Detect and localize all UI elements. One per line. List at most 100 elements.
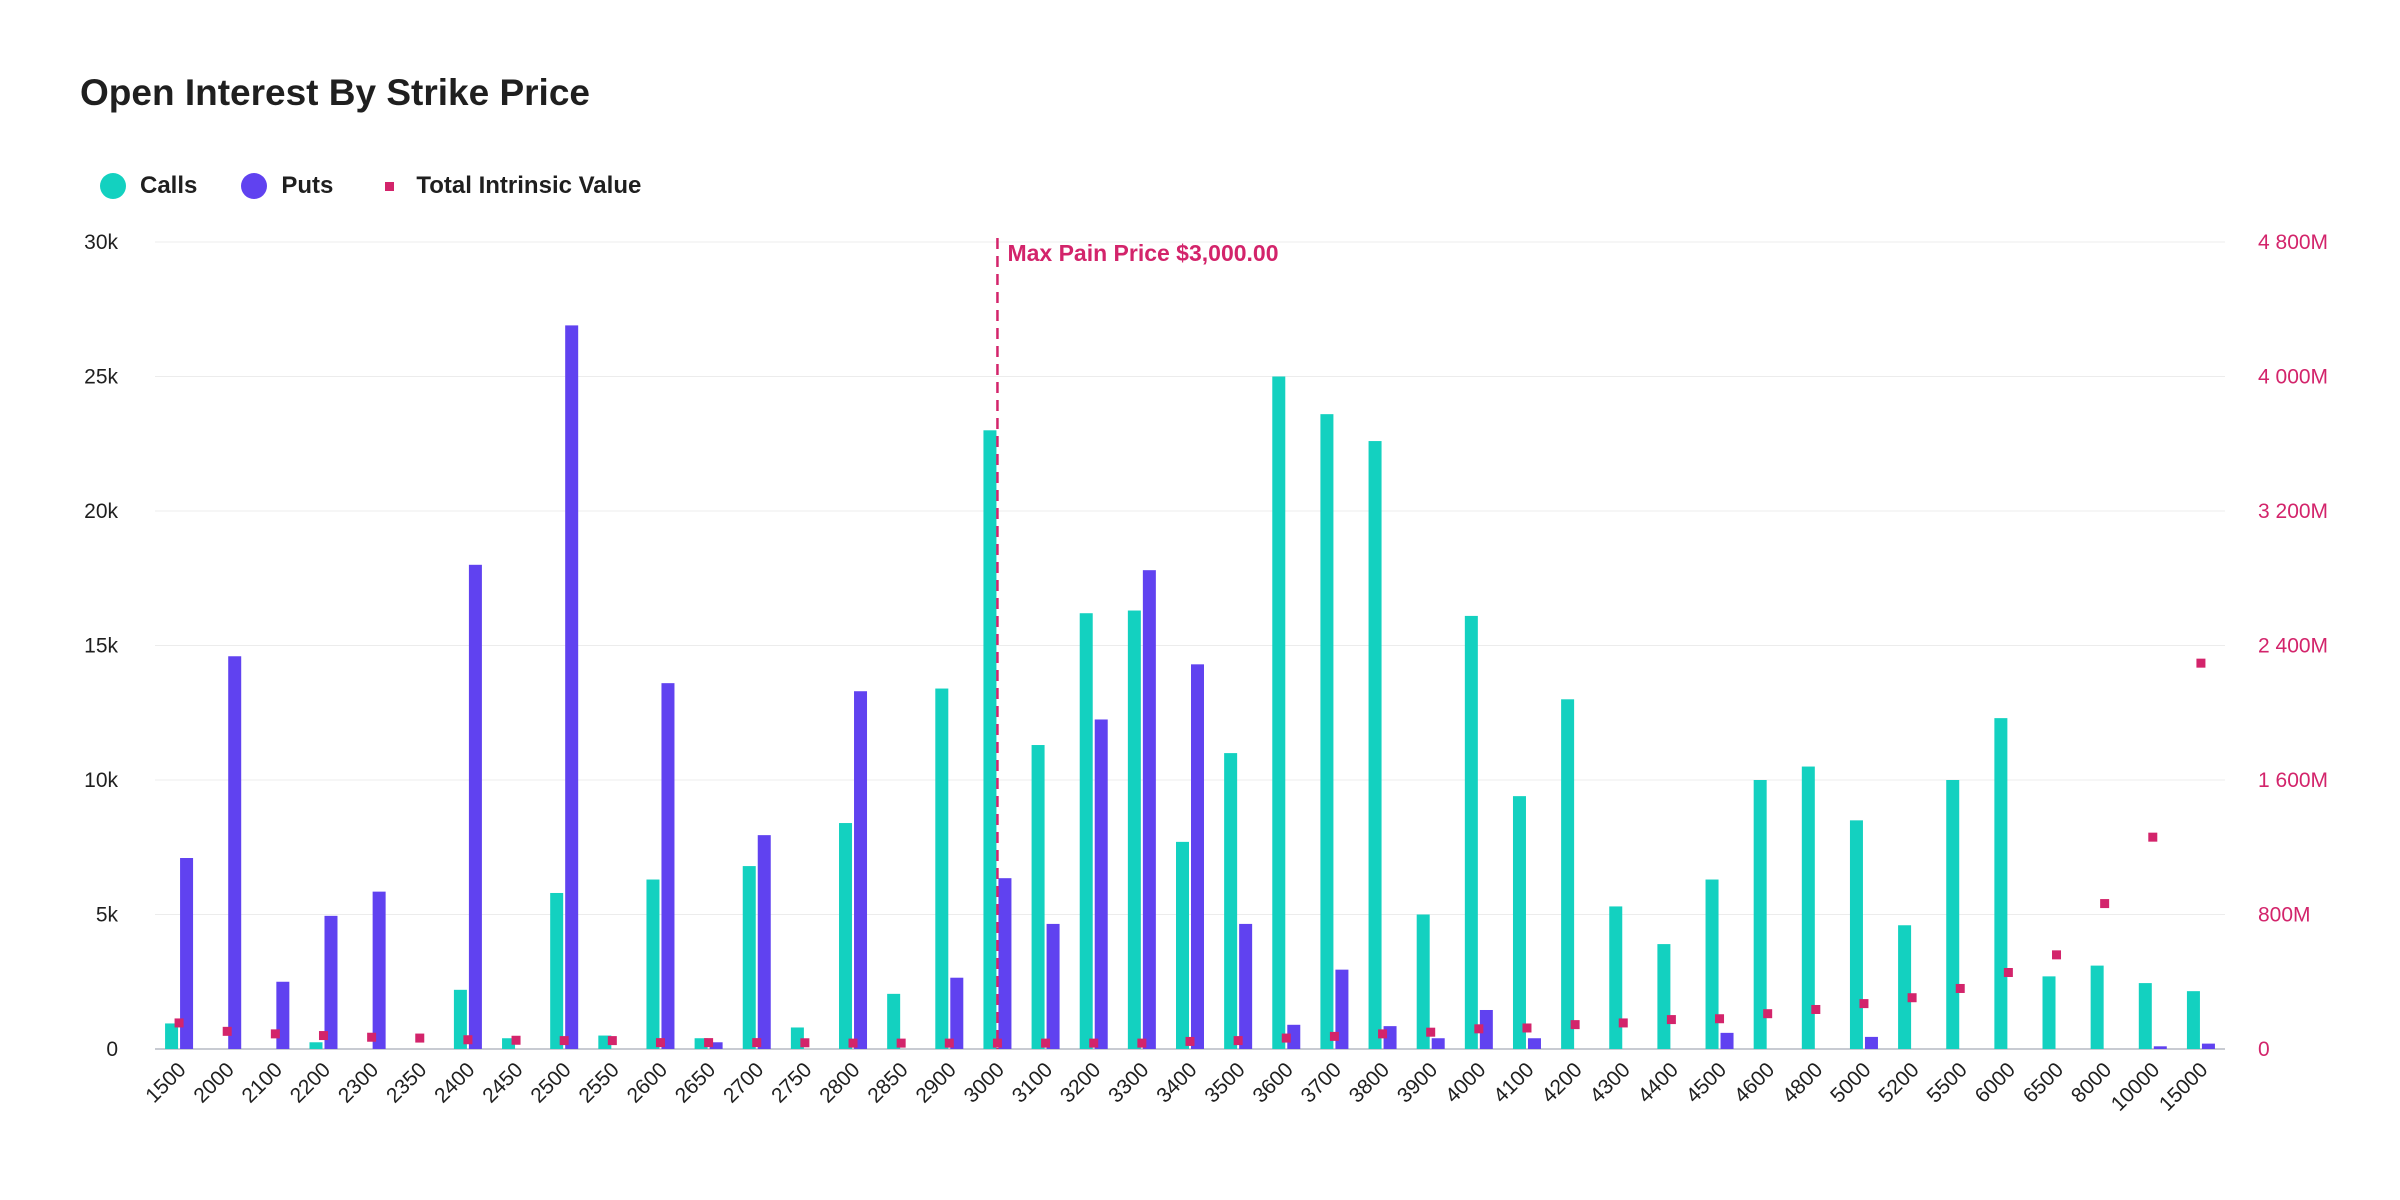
x-tick-label: 2000 [189, 1058, 238, 1107]
y-right-tick-label: 2 400M [2258, 635, 2328, 658]
puts-bar [1479, 1009, 1493, 1049]
puts-bar [180, 858, 194, 1049]
y-left-tick-label: 20k [84, 500, 118, 523]
legend-item-intrinsic[interactable]: Total Intrinsic Value [377, 172, 641, 200]
x-tick-label: 1500 [141, 1058, 190, 1107]
puts-swatch-icon [241, 173, 268, 199]
x-tick-label: 2300 [334, 1058, 383, 1107]
x-tick-label: 3000 [960, 1058, 1009, 1107]
legend-item-puts[interactable]: Puts [241, 172, 333, 200]
x-tick-label: 2450 [478, 1058, 527, 1107]
calls-bar [694, 1038, 708, 1049]
x-tick-label: 4600 [1730, 1058, 1779, 1107]
legend: Calls Puts Total Intrinsic Value [100, 172, 685, 200]
x-tick-label: 2550 [575, 1058, 624, 1107]
x-tick-label: 2500 [526, 1058, 575, 1107]
intrinsic-value-point [1233, 1036, 1243, 1046]
intrinsic-value-point [318, 1031, 328, 1041]
y-right-tick-label: 800M [2258, 904, 2311, 927]
x-tick-label: 2100 [238, 1058, 287, 1107]
legend-label-intrinsic: Total Intrinsic Value [416, 172, 642, 199]
calls-bar [2186, 991, 2200, 1049]
calls-bar [1705, 879, 1719, 1049]
x-tick-label: 4500 [1682, 1058, 1731, 1107]
y-right-tick-label: 4 800M [2258, 231, 2328, 254]
intrinsic-value-point [1522, 1023, 1532, 1033]
puts-bar [2153, 1046, 2167, 1049]
puts-bar [1335, 969, 1349, 1049]
calls-bar [1994, 718, 2008, 1049]
calls-bar [1368, 441, 1382, 1049]
puts-bar [1191, 664, 1204, 1049]
intrinsic-value-point [992, 1038, 1002, 1048]
intrinsic-value-point [1955, 983, 1965, 993]
max-pain-label: Max Pain Price $3,000.00 [1007, 240, 1278, 266]
calls-bar [839, 823, 853, 1049]
intrinsic-value-point [1185, 1036, 1195, 1046]
intrinsic-value-point [222, 1026, 232, 1036]
x-tick-label: 3200 [1056, 1058, 1105, 1107]
legend-item-calls[interactable]: Calls [100, 172, 197, 200]
calls-bar [1320, 414, 1334, 1049]
calls-swatch-icon [100, 173, 126, 199]
puts-bar [1720, 1032, 1734, 1049]
calls-bar [2042, 976, 2056, 1049]
intrinsic-value-point [2100, 899, 2110, 909]
puts-bar [757, 835, 771, 1049]
intrinsic-value-point [367, 1032, 377, 1042]
intrinsic-value-point [463, 1035, 473, 1045]
legend-label-puts: Puts [281, 172, 334, 199]
puts-bar [1046, 923, 1060, 1049]
intrinsic-value-point [1378, 1029, 1388, 1039]
intrinsic-value-point [655, 1038, 665, 1048]
calls-bar [1561, 699, 1575, 1049]
intrinsic-swatch-icon [385, 181, 395, 191]
puts-bar [276, 981, 290, 1049]
puts-bar [1527, 1038, 1541, 1049]
x-tick-label: 2200 [286, 1058, 335, 1107]
puts-bar [661, 683, 675, 1049]
x-tick-label: 4800 [1778, 1058, 1827, 1107]
puts-bar [1094, 719, 1108, 1049]
intrinsic-value-point [2148, 832, 2158, 842]
calls-bar [1946, 780, 1960, 1049]
x-tick-label: 2850 [863, 1058, 912, 1107]
y-left-tick-label: 25k [84, 366, 118, 389]
intrinsic-value-point [174, 1018, 184, 1028]
intrinsic-value-point [848, 1038, 858, 1048]
puts-bar [468, 564, 482, 1049]
y-right-tick-label: 4 000M [2258, 366, 2328, 389]
x-tick-label: 5200 [1874, 1058, 1923, 1107]
intrinsic-value-point [2003, 968, 2013, 978]
intrinsic-value-point [559, 1036, 569, 1046]
intrinsic-value-point [944, 1038, 954, 1048]
intrinsic-value-point [1281, 1033, 1291, 1043]
calls-bar [1224, 753, 1238, 1049]
intrinsic-value-point [1763, 1009, 1773, 1019]
intrinsic-value-point [607, 1036, 617, 1046]
x-tick-label: 4000 [1441, 1058, 1490, 1107]
x-tick-label: 2350 [382, 1058, 431, 1107]
puts-bar [950, 977, 964, 1049]
x-tick-label: 4100 [1489, 1058, 1538, 1107]
x-tick-label: 3400 [1152, 1058, 1201, 1107]
calls-bar [1657, 944, 1671, 1049]
calls-bar [646, 879, 660, 1049]
puts-bar [1864, 1036, 1878, 1049]
calls-bar [983, 430, 997, 1049]
calls-bar [165, 1023, 179, 1049]
intrinsic-value-point [1137, 1038, 1147, 1048]
puts-bar [1142, 570, 1156, 1049]
puts-bar [854, 691, 868, 1049]
calls-bar [1753, 780, 1767, 1049]
intrinsic-value-point [1041, 1038, 1051, 1048]
intrinsic-value-point [800, 1038, 810, 1048]
calls-bar [309, 1042, 323, 1049]
calls-bar [1416, 914, 1430, 1049]
y-right-tick-label: 0 [2258, 1038, 2270, 1061]
y-left-tick-label: 15k [84, 635, 118, 658]
y-right-tick-label: 1 600M [2258, 769, 2328, 792]
puts-bar [1431, 1038, 1445, 1049]
puts-bar [228, 656, 242, 1049]
